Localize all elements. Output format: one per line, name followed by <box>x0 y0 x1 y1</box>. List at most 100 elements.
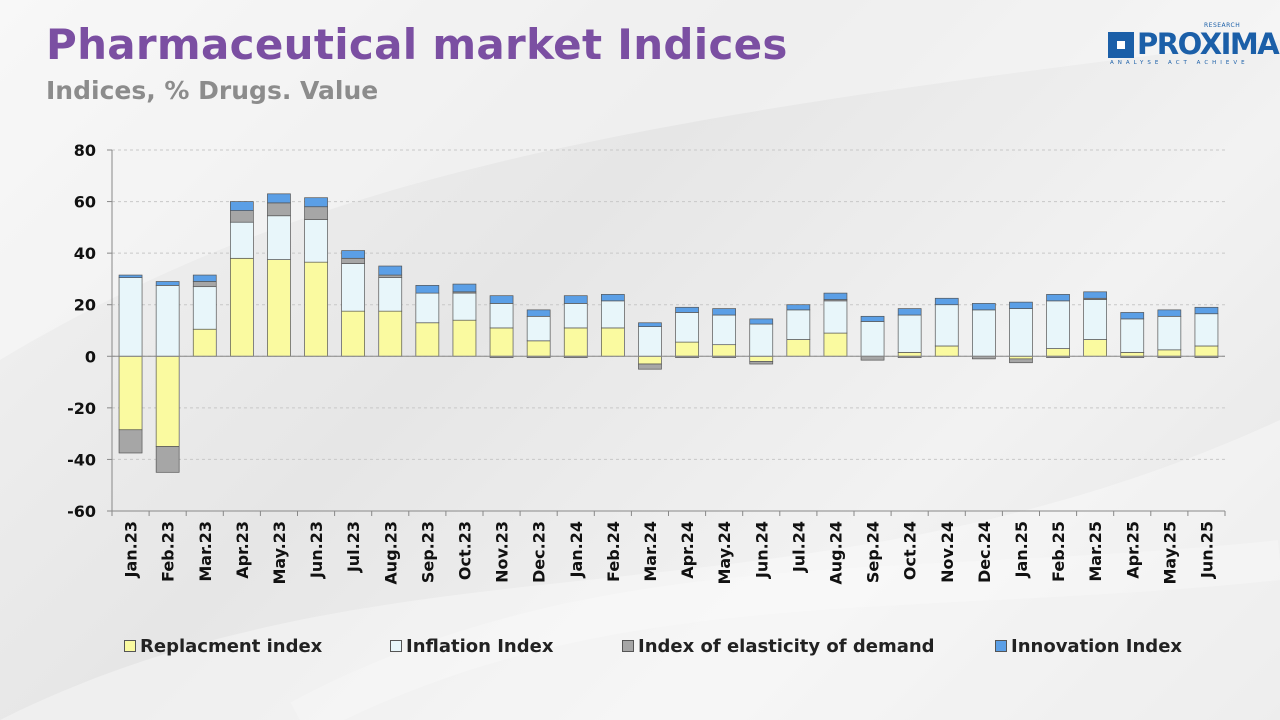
bar-segment <box>712 314 737 346</box>
bar-segment <box>1120 318 1145 353</box>
bar-segment <box>155 355 180 447</box>
bar-segment <box>192 286 217 330</box>
bar-segment <box>600 327 625 357</box>
bar-segment <box>304 219 328 263</box>
bar-segment <box>1009 358 1033 364</box>
x-tick-label: Mar.23 <box>196 521 215 582</box>
bar-segment <box>341 263 366 312</box>
bar-segment <box>341 310 366 357</box>
bar-segment <box>823 292 848 300</box>
bar-segment <box>600 294 625 302</box>
x-tick-label: Feb.23 <box>159 521 178 582</box>
bar-segment <box>1120 352 1145 357</box>
bar-segment <box>563 327 588 357</box>
bar-segment <box>971 303 996 311</box>
bar-segment <box>749 318 774 325</box>
legend-item-innovation: Innovation Index <box>995 632 1182 660</box>
bar-segment <box>118 355 143 431</box>
x-tick-label: Oct.24 <box>901 521 920 580</box>
bar-segment <box>192 281 217 288</box>
bar-segment <box>452 292 477 321</box>
x-tick-label: May.23 <box>270 521 289 585</box>
bar-segment <box>341 250 366 259</box>
x-tick-label: May.24 <box>715 521 734 585</box>
bar-segment <box>267 215 291 260</box>
bar-segment <box>378 310 403 357</box>
bar-segment <box>229 201 254 211</box>
y-tick-label: 20 <box>74 296 96 315</box>
bar-segment <box>155 446 180 473</box>
x-tick-label: May.25 <box>1160 521 1179 585</box>
bar-segment <box>675 341 699 357</box>
bar-segment <box>155 285 180 357</box>
x-tick-label: Jun.23 <box>307 521 326 579</box>
y-tick-label: -40 <box>67 450 96 469</box>
bar-segment <box>1083 291 1108 299</box>
x-tick-label: Nov.23 <box>493 521 512 583</box>
legend-label-elasticity: Index of elasticity of demand <box>638 635 935 657</box>
x-tick-label: Apr.24 <box>678 521 697 579</box>
bar-segment <box>1157 309 1182 317</box>
bar-segment <box>823 300 848 334</box>
bar-segment <box>786 309 811 340</box>
bar-segment <box>304 261 328 357</box>
x-tick-label: Jan.25 <box>1012 521 1031 578</box>
legend-label-inflation: Inflation Index <box>406 635 554 657</box>
bar-segment <box>749 355 774 362</box>
x-tick-label: Jun.25 <box>1197 521 1216 579</box>
bar-segment <box>415 322 440 357</box>
x-tick-label: Jul.24 <box>789 521 808 573</box>
bar-segment <box>378 265 403 276</box>
bar-segment <box>638 363 662 370</box>
bar-segment <box>1009 301 1033 309</box>
bar-segment <box>823 332 848 357</box>
bar-segment <box>526 309 551 317</box>
logo-name: PROXIMA <box>1137 27 1280 61</box>
bar-segment <box>638 322 662 327</box>
legend-label-innovation: Innovation Index <box>1011 635 1183 657</box>
bar-segment <box>897 314 922 353</box>
bar-segment <box>1046 300 1070 349</box>
bar-segment <box>563 295 588 304</box>
bar-segment <box>267 202 291 217</box>
bar-segment <box>378 274 403 278</box>
bar-segment <box>341 257 366 264</box>
bar-segment <box>934 304 959 347</box>
y-tick-label: 40 <box>74 244 96 263</box>
bar-segment <box>229 257 254 357</box>
bar-segment <box>712 308 737 316</box>
legend-swatch-innovation <box>995 640 1007 652</box>
bar-segment <box>638 326 662 357</box>
x-tick-label: Mar.24 <box>641 521 660 582</box>
bar-segment <box>155 281 180 286</box>
bar-segment <box>1083 299 1108 340</box>
legend-swatch-elasticity <box>622 640 634 652</box>
chart-legend: Replacment index Inflation Index Index o… <box>0 632 1280 660</box>
bar-segment <box>934 345 959 357</box>
bar-segment <box>415 285 440 294</box>
bar-segment <box>971 309 996 357</box>
bar-segment <box>229 221 254 259</box>
bar-segment <box>1083 339 1108 357</box>
bar-segment <box>600 300 625 329</box>
x-tick-label: Jan.24 <box>567 521 586 578</box>
bar-segment <box>1046 294 1070 302</box>
bar-segment <box>229 210 254 223</box>
x-tick-label: Sep.23 <box>418 521 437 583</box>
x-tick-label: Dec.23 <box>530 521 549 583</box>
y-tick-label: -20 <box>67 399 96 418</box>
bar-segment <box>1194 306 1219 315</box>
bar-segment <box>415 292 440 324</box>
bar-segment <box>118 274 143 278</box>
x-tick-label: Nov.24 <box>938 521 957 583</box>
bar-segment <box>1194 313 1219 347</box>
bar-segment <box>526 315 551 342</box>
bar-segment <box>267 193 291 204</box>
logo-research: RESEARCH <box>1204 22 1241 29</box>
proxima-logo: PROXIMA RESEARCH ANALYSE ACT ACHIEVE <box>1108 22 1280 70</box>
bar-segment <box>267 259 291 357</box>
bar-segment <box>1194 345 1219 357</box>
x-tick-label: Aug.24 <box>826 521 845 585</box>
